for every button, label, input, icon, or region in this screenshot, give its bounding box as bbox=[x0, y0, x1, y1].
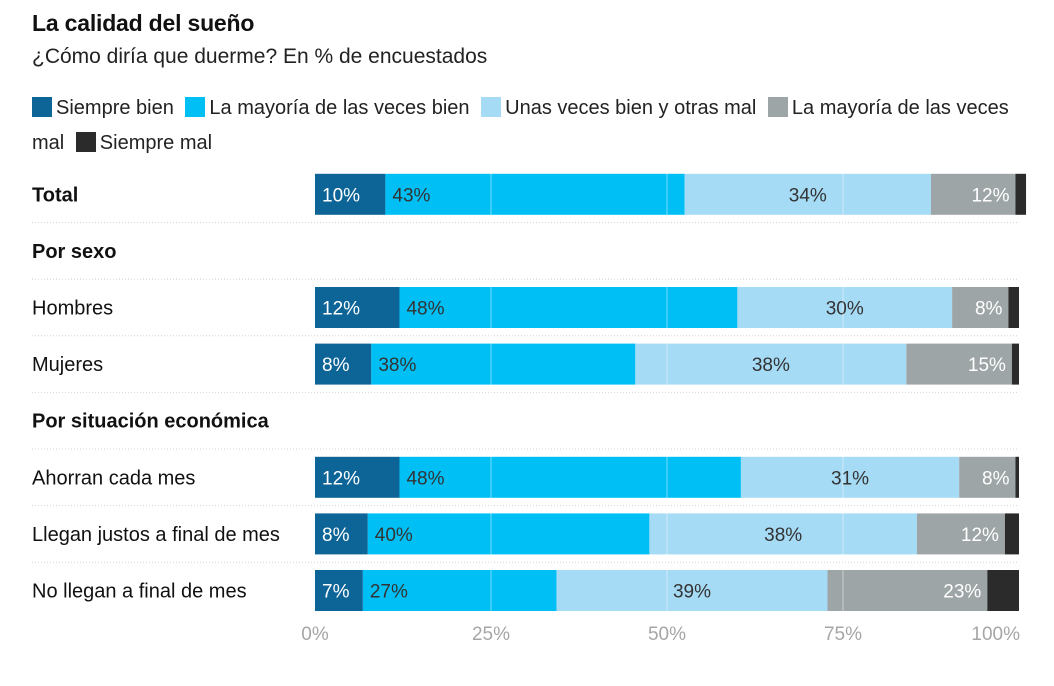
data-label: 8% bbox=[982, 468, 1010, 489]
legend-label: Unas veces bien y otras mal bbox=[505, 97, 757, 119]
legend-item-unas-veces: Unas veces bien y otras mal bbox=[481, 97, 756, 119]
x-tick-label: 50% bbox=[648, 624, 686, 645]
legend-swatch-mayoria-mal bbox=[767, 97, 788, 117]
data-label: 40% bbox=[375, 525, 413, 546]
bar-segment bbox=[649, 513, 917, 555]
bar-segment bbox=[906, 343, 1012, 385]
bar-segment bbox=[827, 570, 988, 611]
data-label: 8% bbox=[322, 525, 350, 546]
data-label: 8% bbox=[975, 299, 1003, 320]
data-label: 34% bbox=[789, 185, 827, 206]
row-label: Ahorran cada mes bbox=[32, 467, 195, 489]
legend-swatch-mayoria-bien bbox=[185, 97, 206, 117]
data-label: 43% bbox=[392, 185, 430, 206]
bar-segment bbox=[399, 456, 741, 498]
data-label: 48% bbox=[406, 299, 444, 320]
data-label: 39% bbox=[673, 582, 711, 603]
data-label: 30% bbox=[826, 299, 864, 320]
data-label: 8% bbox=[322, 355, 350, 376]
bar-segment bbox=[315, 513, 368, 555]
legend-item-siempre-mal: Siempre mal bbox=[75, 132, 213, 154]
bar-segment bbox=[362, 570, 557, 611]
data-label: 12% bbox=[971, 185, 1009, 206]
row-label: Total bbox=[32, 184, 78, 206]
data-label: 27% bbox=[370, 582, 408, 603]
legend-item-mayoria-mal: La mayoría de las veces mal bbox=[32, 97, 1009, 154]
bar-segment bbox=[916, 513, 1005, 555]
chart-subtitle: ¿Cómo diría que duerme? En % de encuesta… bbox=[32, 45, 488, 68]
bar-segment bbox=[737, 287, 953, 328]
data-label: 7% bbox=[322, 582, 350, 603]
bar-segment bbox=[931, 173, 1016, 215]
legend-label: Siempre bien bbox=[56, 97, 174, 119]
row-label: Hombres bbox=[32, 298, 113, 320]
bar-segment bbox=[635, 343, 907, 385]
legend-swatch-siempre-bien bbox=[32, 97, 52, 117]
bar-segment bbox=[1004, 513, 1019, 555]
legend-item-mayoria-bien: La mayoría de las veces bien bbox=[185, 97, 470, 119]
data-label: 38% bbox=[764, 525, 802, 546]
legend-swatch-siempre-mal bbox=[75, 132, 96, 152]
data-label: 48% bbox=[406, 468, 444, 489]
legend-label: Siempre mal bbox=[99, 132, 213, 154]
x-tick-label: 25% bbox=[472, 624, 510, 645]
bar-segment bbox=[684, 173, 931, 215]
data-label: 15% bbox=[968, 355, 1006, 376]
data-label: 12% bbox=[961, 525, 999, 546]
x-tick-label: 100% bbox=[971, 624, 1020, 645]
legend-label: La mayoría de las veces mal bbox=[32, 97, 1009, 154]
bar-segment bbox=[371, 343, 636, 385]
bar-segment bbox=[367, 513, 650, 555]
data-label: 31% bbox=[831, 468, 869, 489]
bar-segment bbox=[1015, 173, 1027, 215]
data-label: 12% bbox=[322, 299, 360, 320]
bar-segment bbox=[556, 570, 828, 611]
bar-segment bbox=[315, 343, 372, 385]
bar-segment bbox=[959, 456, 1016, 498]
data-label: 23% bbox=[943, 582, 981, 603]
row-label: Mujeres bbox=[32, 354, 103, 376]
bar-segment bbox=[1015, 456, 1019, 498]
data-label: 38% bbox=[378, 355, 416, 376]
legend-item-siempre-bien: Siempre bien bbox=[32, 97, 174, 119]
bar-segment bbox=[315, 570, 363, 611]
legend-swatch-unas-veces bbox=[481, 97, 502, 117]
bar-segment bbox=[1008, 287, 1019, 328]
bar-segment bbox=[1011, 343, 1019, 385]
x-tick-label: 75% bbox=[824, 624, 862, 645]
bar-segment bbox=[740, 456, 960, 498]
group-header: Por sexo bbox=[32, 241, 116, 263]
data-label: 10% bbox=[322, 185, 360, 206]
legend-label: La mayoría de las veces bien bbox=[209, 97, 470, 119]
bar-segment bbox=[315, 287, 400, 328]
group-header: Por situación económica bbox=[32, 411, 270, 433]
bar-segment bbox=[315, 456, 400, 498]
bar-segment bbox=[952, 287, 1009, 328]
legend: Siempre bien La mayoría de las veces bie… bbox=[32, 91, 1032, 161]
bar-segment bbox=[385, 173, 685, 215]
bar-segment bbox=[315, 173, 386, 215]
x-tick-label: 0% bbox=[301, 624, 329, 645]
data-label: 12% bbox=[322, 468, 360, 489]
row-label: No llegan a final de mes bbox=[32, 581, 247, 603]
bar-segment bbox=[399, 287, 738, 328]
chart-title: La calidad del sueño bbox=[32, 10, 255, 36]
bar-segment bbox=[987, 570, 1019, 611]
data-label: 38% bbox=[752, 355, 790, 376]
row-label: Llegan justos a final de mes bbox=[32, 524, 280, 546]
